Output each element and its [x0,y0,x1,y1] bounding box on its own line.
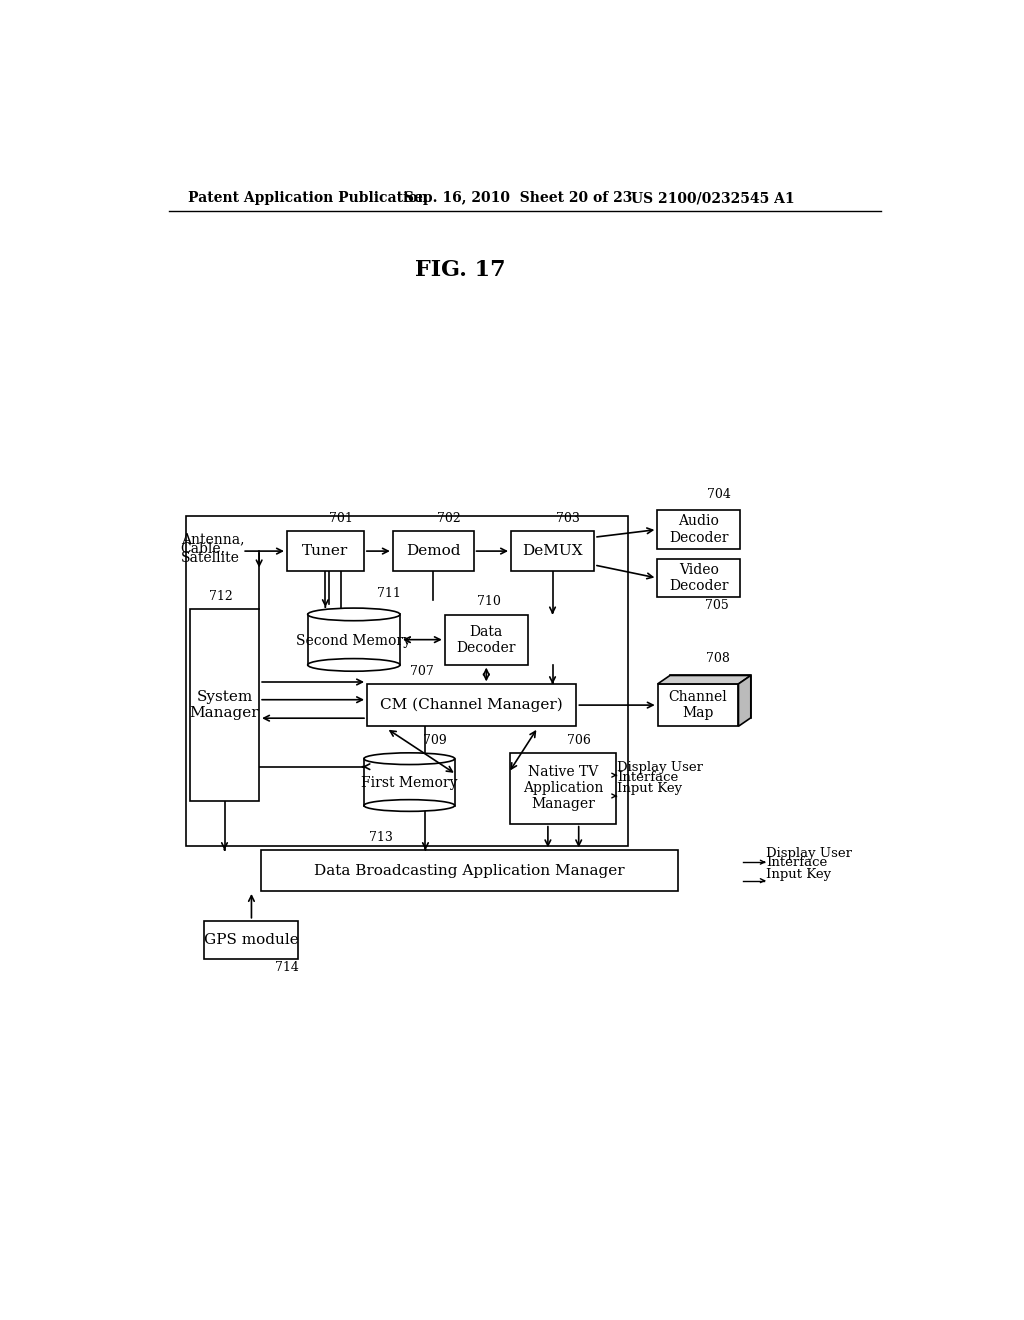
Bar [307,614,400,665]
Text: 710: 710 [477,595,501,609]
Text: Display User: Display User [617,760,703,774]
Text: 703: 703 [556,512,581,525]
Bar [657,558,740,598]
Bar [189,609,259,801]
Bar [657,684,738,726]
Text: 714: 714 [274,961,298,974]
Text: CM (Channel Manager): CM (Channel Manager) [380,698,563,713]
Bar [287,531,364,572]
Bar [510,752,616,824]
Text: Video
Decoder: Video Decoder [669,562,728,593]
Text: 706: 706 [567,734,591,747]
Text: FIG. 17: FIG. 17 [416,259,506,281]
Text: 702: 702 [437,512,461,525]
Bar [393,531,473,572]
Text: Audio
Decoder: Audio Decoder [669,515,728,545]
Text: 712: 712 [209,590,232,603]
Text: DeMUX: DeMUX [522,544,583,558]
Text: Demod: Demod [406,544,461,558]
Text: Second Memory: Second Memory [296,634,412,648]
Ellipse shape [364,752,455,764]
Bar [511,531,594,572]
Bar [657,511,740,549]
Bar [670,676,751,718]
Text: System
Manager: System Manager [189,690,259,721]
Polygon shape [738,676,751,726]
Text: Input Key: Input Key [766,867,830,880]
Bar [367,684,577,726]
Text: 711: 711 [377,587,400,601]
Text: Data Broadcasting Application Manager: Data Broadcasting Application Manager [314,863,625,878]
Ellipse shape [307,609,400,620]
Bar [261,850,678,891]
Text: Patent Application Publication: Patent Application Publication [188,191,428,206]
Text: US 2100/0232545 A1: US 2100/0232545 A1 [631,191,795,206]
Text: First Memory: First Memory [361,776,458,791]
Ellipse shape [364,752,455,764]
Text: 713: 713 [370,832,393,843]
Ellipse shape [307,607,400,622]
Ellipse shape [307,659,400,671]
Bar [444,615,528,665]
Text: 705: 705 [705,599,729,612]
Text: GPS module: GPS module [204,933,299,946]
Text: Cable,: Cable, [180,541,225,556]
Text: Antenna,: Antenna, [180,532,244,546]
Text: Interface: Interface [766,857,827,869]
Text: Input Key: Input Key [617,783,682,795]
Ellipse shape [364,800,455,812]
Text: Native TV
Application
Manager: Native TV Application Manager [523,766,603,812]
Bar [186,516,628,846]
Text: Satellite: Satellite [180,550,240,565]
Text: Channel
Map: Channel Map [669,690,727,721]
Text: Display User: Display User [766,847,852,859]
Text: 708: 708 [706,652,730,665]
Text: 709: 709 [423,734,446,747]
Text: Sep. 16, 2010  Sheet 20 of 23: Sep. 16, 2010 Sheet 20 of 23 [403,191,632,206]
Text: 707: 707 [410,665,434,678]
Polygon shape [657,676,751,684]
Text: Data
Decoder: Data Decoder [457,624,516,655]
Text: Interface: Interface [617,771,679,784]
Text: 701: 701 [330,512,353,525]
Bar [205,921,298,960]
Text: 704: 704 [707,488,730,502]
Text: Tuner: Tuner [302,544,348,558]
Bar [364,759,455,805]
